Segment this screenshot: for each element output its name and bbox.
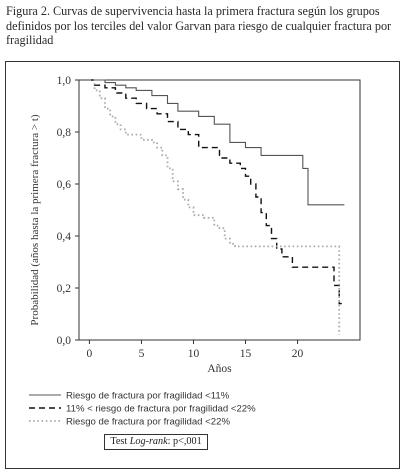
y-tick-label: 0,0 [57,335,72,347]
legend-label-2: 11% < riesgo de fractura por fragilidad … [66,404,256,415]
x-tick-label: 20 [292,348,304,360]
x-tick-label: 5 [139,348,145,360]
y-tick-label: 0,2 [57,283,72,295]
y-tick-label: 0,4 [57,231,72,243]
series-line-3 [89,79,341,335]
test-suffix: : p<,001 [167,436,202,447]
x-tick-label: 0 [87,348,93,360]
series-line-1 [89,79,345,206]
series-line-2 [89,79,345,305]
legend-label-1: Riesgo de fractura por fragilidad <11% [66,391,230,402]
x-tick-label: 15 [240,348,252,360]
test-prefix: Test [110,436,130,447]
test-italic: Log-rank [129,436,168,447]
y-tick-label: 0,8 [57,127,72,139]
x-axis-label: Años [207,363,232,375]
plot-area-box [78,79,361,341]
y-axis-label: Probabilidad (años hasta la primera frac… [29,114,41,325]
legend-label-3: Riesgo de fractura por fragilidad <22% [66,417,230,428]
figure-frame [5,61,400,469]
logrank-test-box: Test Log-rank: p<,001 [104,434,208,450]
y-tick-label: 0,6 [57,179,72,191]
y-tick-label: 1,0 [57,75,72,87]
x-tick-label: 10 [188,348,200,360]
figure-caption: Figura 2. Curvas de supervivencia hasta … [6,4,392,47]
